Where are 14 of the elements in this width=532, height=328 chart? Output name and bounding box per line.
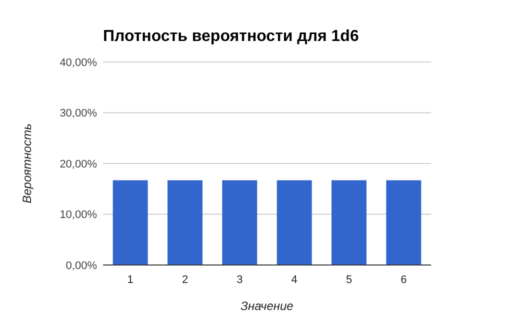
- y-tick-label: 10,00%: [60, 209, 98, 222]
- x-tick-label: 5: [346, 274, 352, 286]
- y-tick-label: 20,00%: [60, 158, 98, 170]
- x-tick-label: 1: [127, 274, 134, 286]
- x-axis-title: Значение: [240, 299, 294, 313]
- x-tick-label: 3: [236, 274, 243, 286]
- x-tick-label: 2: [182, 274, 188, 286]
- y-tick-label: 0,00%: [66, 260, 98, 272]
- chart-title: Плотность вероятности для 1d6: [103, 28, 359, 45]
- y-tick-label: 30,00%: [60, 108, 98, 120]
- x-tick-label: 4: [291, 274, 298, 286]
- y-axis-title: Вероятность: [20, 124, 34, 204]
- x-tick-label: 6: [400, 274, 407, 286]
- y-tick-label: 40,00%: [60, 56, 98, 69]
